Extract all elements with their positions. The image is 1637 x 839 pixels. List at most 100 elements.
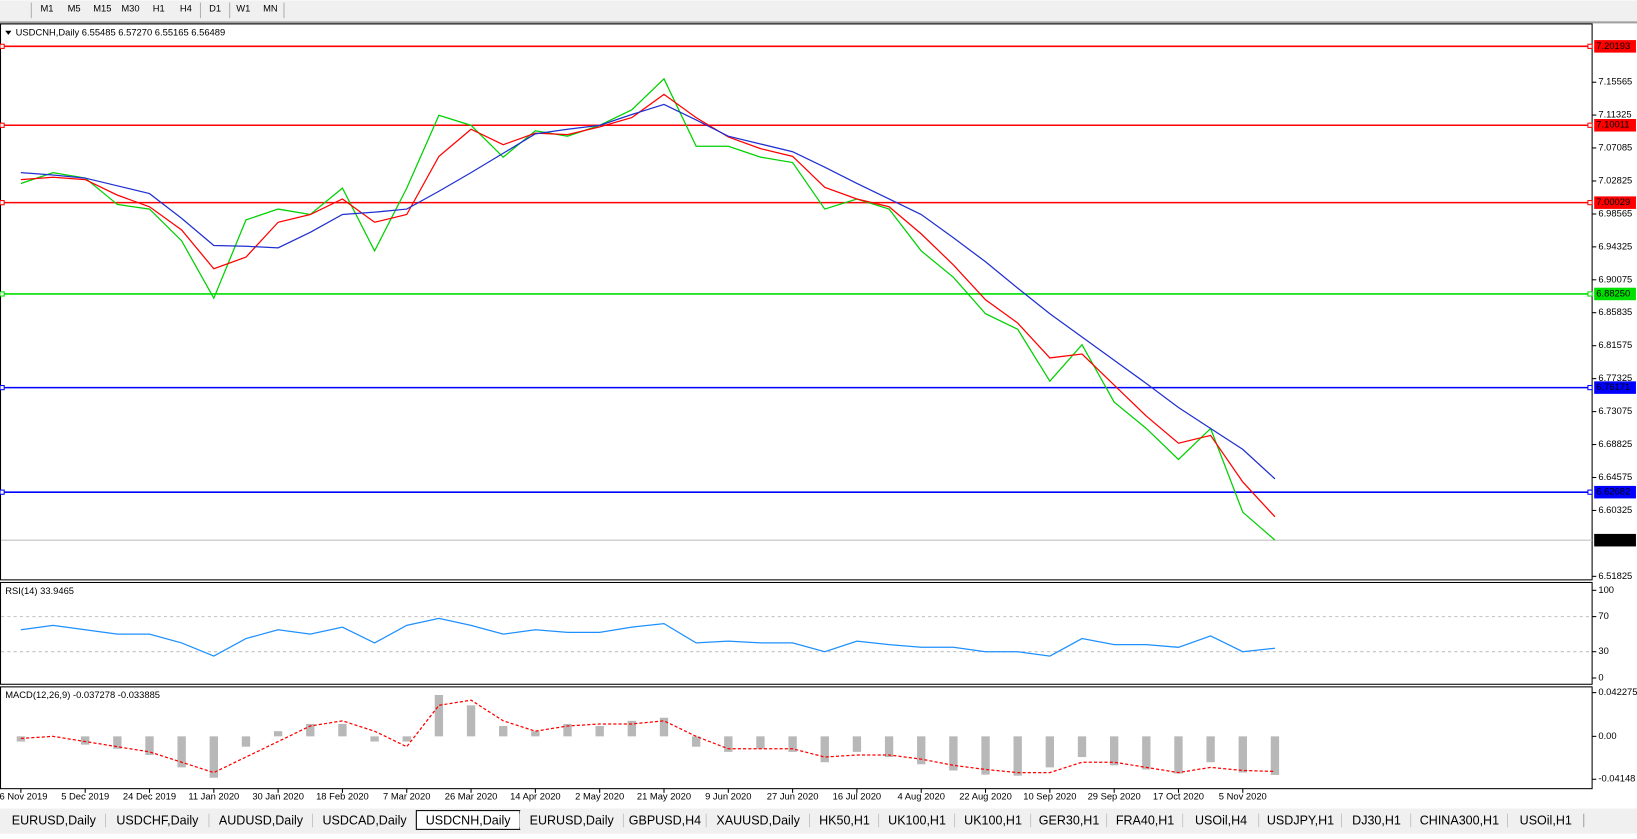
level-handle[interactable] [1587, 384, 1593, 391]
tab-label[interactable]: DJ30,H1 [1352, 813, 1401, 827]
tab-label[interactable]: FRA40,H1 [1116, 813, 1174, 827]
tab[interactable] [2, 810, 106, 830]
level-handle[interactable] [1587, 291, 1593, 297]
tab[interactable] [809, 810, 880, 830]
y-tick-label: 6.90075 [1598, 273, 1632, 284]
macd-bar [241, 736, 251, 747]
tab[interactable] [209, 810, 313, 830]
level-handle[interactable] [0, 200, 5, 206]
y-tick-label: 0.00 [1598, 730, 1616, 741]
macd-bar [113, 736, 122, 749]
tab-label[interactable]: USDCAD,Daily [322, 813, 407, 827]
tab-label[interactable]: EURUSD,Daily [12, 813, 97, 827]
level-handle[interactable] [1587, 200, 1593, 206]
macd-bar [627, 720, 637, 737]
macd-bar [1270, 736, 1280, 775]
tab[interactable] [1031, 810, 1108, 830]
timeframe-button[interactable]: M5 [68, 2, 81, 13]
timeframe-button[interactable]: W1 [236, 2, 250, 13]
timeframe-button[interactable]: MN [263, 2, 278, 13]
dropdown-icon[interactable] [5, 30, 12, 35]
level-handle[interactable] [0, 43, 5, 49]
macd-bar [209, 736, 218, 778]
tab-label[interactable]: CHINA300,H1 [1420, 813, 1499, 827]
rsi-title: RSI(14) 33.9465 [5, 585, 74, 596]
chart-header: USDCNH,Daily 6.55485 6.57270 6.55165 6.5… [16, 26, 226, 37]
tab-label[interactable]: GER30,H1 [1039, 813, 1100, 827]
tab[interactable] [1107, 810, 1184, 830]
macd-bar [1013, 736, 1022, 776]
macd-bar [273, 731, 283, 737]
tab-label[interactable]: USDCHF,Daily [116, 813, 199, 827]
macd-bar [177, 736, 186, 768]
level-label: 6.56489 [1596, 534, 1630, 545]
macd-bar [402, 736, 411, 742]
level-label-bg [1594, 119, 1636, 132]
tab[interactable] [955, 810, 1032, 830]
tab-label[interactable]: USOil,H4 [1195, 813, 1247, 827]
tab-label[interactable]: UK100,H1 [964, 813, 1022, 827]
level-handle[interactable] [1587, 43, 1593, 49]
level-label: 6.88250 [1596, 287, 1630, 298]
series-line [20, 617, 1276, 657]
x-tick-label: 5 Dec 2019 [61, 791, 109, 802]
tab[interactable] [1183, 810, 1260, 830]
tab-label[interactable]: GBPUSD,H4 [629, 813, 701, 827]
macd-bar [788, 736, 797, 752]
series-line [20, 699, 1275, 774]
y-tick-label: 6.98565 [1598, 207, 1632, 218]
timeframe-button[interactable]: M1 [40, 2, 53, 13]
x-tick-label: 18 Feb 2020 [316, 791, 369, 802]
x-tick-label: 4 Aug 2020 [898, 791, 945, 802]
x-tick-label: 30 Jan 2020 [252, 791, 304, 802]
level-label: 6.62682 [1596, 486, 1630, 497]
rsi-panel [0, 581, 1593, 685]
macd-title: MACD(12,26,9) -0.037278 -0.033885 [5, 689, 160, 700]
level-handle[interactable] [0, 122, 5, 128]
timeframe-button[interactable]: M15 [93, 2, 111, 13]
tab-label[interactable]: USDJPY,H1 [1267, 813, 1334, 827]
macd-bar [724, 736, 733, 752]
tab[interactable] [706, 810, 810, 830]
macd-bar [531, 731, 540, 737]
timeframe-button[interactable]: M30 [121, 2, 139, 13]
y-tick-label: 0 [1598, 671, 1603, 682]
tab-label[interactable]: AUDUSD,Daily [219, 813, 304, 827]
timeframe-button[interactable]: H4 [180, 2, 192, 13]
level-handle[interactable] [0, 489, 5, 495]
x-tick-label: 29 Sep 2020 [1088, 791, 1141, 802]
tab-label[interactable]: EURUSD,Daily [530, 813, 615, 827]
series-line [20, 77, 1276, 541]
level-handle[interactable] [0, 384, 5, 391]
x-tick-label: 27 Jun 2020 [767, 791, 819, 802]
tab[interactable] [519, 810, 624, 830]
macd-bar [691, 736, 701, 747]
tab-label[interactable]: USDCNH,Daily [426, 813, 512, 827]
tab[interactable] [1507, 810, 1584, 830]
macd-bar [917, 736, 926, 765]
level-label-bg [1594, 287, 1636, 301]
x-tick-label: 16 Nov 2019 [0, 791, 47, 802]
tab[interactable] [105, 810, 210, 830]
macd-bar [306, 723, 315, 737]
series-line [20, 103, 1276, 480]
macd-bar [563, 723, 572, 737]
timeframe-button[interactable]: H1 [153, 2, 165, 13]
macd-bar [1077, 736, 1087, 758]
tab[interactable] [1341, 810, 1412, 830]
timeframe-button[interactable]: D1 [209, 2, 221, 13]
level-label: 6.76171 [1596, 381, 1630, 392]
level-handle[interactable] [0, 291, 5, 297]
tab[interactable] [1259, 810, 1342, 830]
tab[interactable] [1411, 810, 1508, 830]
level-handle[interactable] [1587, 489, 1593, 495]
level-handle[interactable] [1587, 122, 1593, 128]
tab-label[interactable]: XAUUSD,Daily [716, 813, 800, 827]
tab-label[interactable]: UK100,H1 [888, 813, 946, 827]
y-tick-label: -0.04148 [1598, 773, 1635, 784]
tab-label[interactable]: HK50,H1 [819, 813, 870, 827]
tab[interactable] [312, 810, 417, 830]
tab[interactable] [623, 810, 707, 830]
tab[interactable] [879, 810, 956, 830]
tab-label[interactable]: USOil,H1 [1520, 813, 1572, 827]
